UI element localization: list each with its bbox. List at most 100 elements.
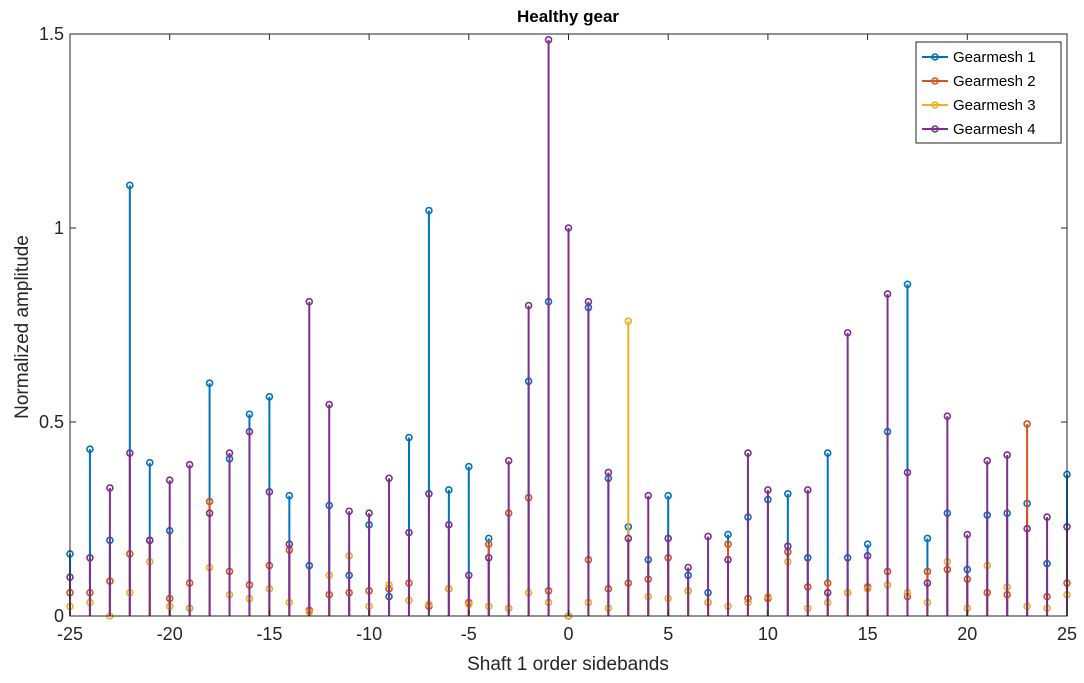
- stem-marker: [923, 567, 932, 576]
- stem-marker: [664, 491, 673, 500]
- stem-marker: [285, 540, 294, 549]
- stem-marker: [126, 181, 134, 190]
- stem-marker: [1003, 451, 1011, 459]
- stem-marker: [823, 588, 832, 597]
- stem-marker: [225, 449, 234, 457]
- x-axis-label: Shaft 1 order sidebands: [467, 654, 669, 675]
- x-tick-label: -25: [57, 624, 83, 644]
- legend-swatch-marker: [931, 101, 939, 109]
- legend-entry: Gearmesh 4: [922, 121, 1036, 138]
- stem-marker: [405, 528, 413, 537]
- stem-marker: [604, 468, 613, 477]
- stem-marker: [265, 392, 274, 401]
- legend-label: Gearmesh 3: [953, 97, 1036, 114]
- stem-marker: [405, 433, 413, 442]
- stem-marker: [764, 486, 772, 494]
- y-tick-label: 1.5: [39, 24, 64, 44]
- stem-marker: [803, 486, 812, 494]
- stem-marker: [1043, 513, 1051, 521]
- stem-marker: [963, 530, 972, 539]
- stem-marker: [664, 534, 673, 543]
- legend-swatch-marker: [931, 125, 939, 133]
- stem-marker: [1023, 420, 1031, 428]
- stem-marker: [205, 497, 214, 506]
- y-axis-label: Normalized amplitude: [12, 235, 33, 419]
- stem-marker: [86, 445, 94, 453]
- legend: Gearmesh 1 Gearmesh 2 Gearmesh 3 Gearmesh 4: [915, 41, 1062, 144]
- stem-marker: [145, 536, 154, 545]
- stem-marker: [484, 553, 493, 562]
- stem-marker: [724, 540, 732, 549]
- stem-marker: [504, 456, 513, 465]
- x-tick-label: 20: [957, 624, 977, 644]
- stem-marker: [903, 468, 912, 477]
- x-tick-label: 25: [1057, 624, 1077, 644]
- stem-marker: [425, 206, 433, 215]
- x-tick-label: -15: [256, 624, 282, 644]
- x-tick-label: -5: [461, 624, 477, 644]
- stem-marker: [544, 36, 553, 44]
- stem-marker: [684, 563, 692, 572]
- stem-marker: [584, 297, 593, 306]
- stem-marker: [425, 489, 433, 498]
- stem-marker: [1023, 524, 1031, 533]
- stem-marker: [823, 579, 832, 587]
- stem-marker: [145, 458, 154, 467]
- stem-marker: [165, 476, 174, 485]
- x-tick-label: -10: [356, 624, 382, 644]
- stem-marker: [86, 553, 94, 562]
- stem-marker: [185, 460, 194, 469]
- stem-marker: [345, 507, 353, 516]
- stem-marker: [863, 540, 872, 549]
- legend-label: Gearmesh 1: [953, 49, 1036, 66]
- stem-marker: [724, 530, 732, 539]
- stem-marker: [903, 280, 912, 289]
- stem-marker: [843, 328, 852, 337]
- stem-marker: [624, 534, 633, 543]
- stem-marker: [564, 224, 573, 232]
- stem-marker: [784, 542, 792, 550]
- stem-marker: [445, 486, 453, 494]
- stem-marker: [744, 449, 752, 457]
- stem-marker: [245, 427, 254, 436]
- stem-marker: [863, 552, 872, 560]
- y-tick-label: 1: [54, 218, 64, 238]
- legend-label: Gearmesh 4: [953, 121, 1036, 138]
- stem-marker: [704, 532, 712, 541]
- x-tick-label: 15: [858, 624, 878, 644]
- stem-marker: [724, 555, 732, 564]
- stem-marker: [205, 509, 214, 517]
- legend-entry: Gearmesh 1: [922, 49, 1036, 66]
- y-tick-label: 0.5: [39, 412, 64, 432]
- stem-marker: [943, 412, 952, 420]
- stem-marker: [385, 474, 393, 483]
- legend-swatch-marker: [931, 77, 939, 85]
- series-4: [66, 36, 1071, 616]
- legend-entry: Gearmesh 2: [922, 73, 1036, 90]
- stem-marker: [644, 491, 653, 500]
- stem-marker: [325, 400, 334, 409]
- stem-marker: [464, 571, 473, 580]
- stem-marker: [823, 449, 832, 457]
- stem-marker: [464, 462, 473, 471]
- stem-marker: [484, 540, 493, 549]
- stem-marker: [983, 456, 992, 465]
- stem-marker: [265, 488, 274, 496]
- stem-marker: [305, 297, 314, 306]
- chart-title: Healthy gear: [517, 7, 619, 26]
- legend-label: Gearmesh 2: [953, 73, 1036, 90]
- axes-layer: -25 -20 -15 -10 -5 0 5 10 15 20 25 0 0.5 1 1.5: [39, 24, 1077, 644]
- legend-swatch-marker: [931, 53, 939, 61]
- y-tick-label: 0: [54, 606, 64, 626]
- x-tick-label: 10: [758, 624, 778, 644]
- stem-marker: [126, 449, 134, 457]
- stem-marker: [784, 489, 792, 498]
- stem-marker: [624, 317, 633, 325]
- stem-marker: [205, 379, 214, 388]
- x-tick-label: -20: [157, 624, 183, 644]
- legend-box: [915, 41, 1062, 144]
- stem-marker: [245, 410, 254, 419]
- legend-entry: Gearmesh 3: [922, 97, 1036, 114]
